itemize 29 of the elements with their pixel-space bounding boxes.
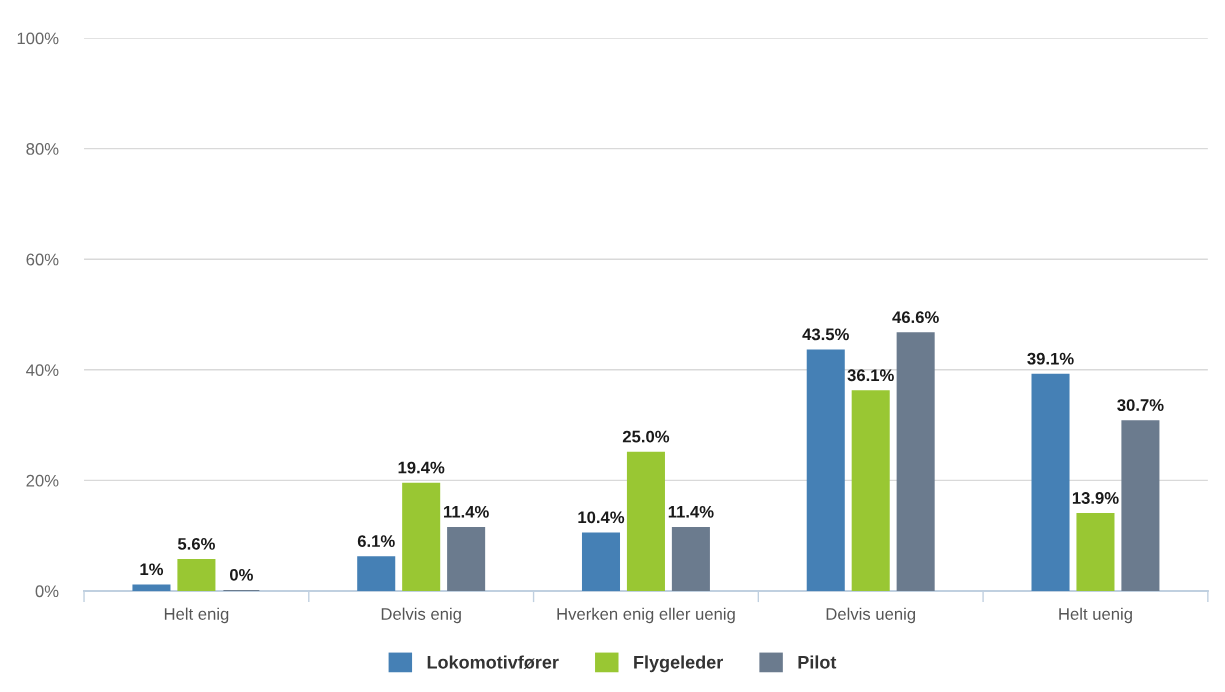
legend-label: Lokomotivfører: [427, 655, 559, 669]
data-label: 13.9%: [1072, 492, 1119, 504]
data-label: 46.6%: [892, 311, 939, 324]
y-tick-label: 0%: [35, 585, 59, 598]
data-label: 5.6%: [177, 537, 215, 550]
data-label: 1%: [140, 563, 164, 576]
data-label: 11.4%: [444, 505, 489, 518]
data-label: 39.1%: [1027, 352, 1074, 365]
x-tick-label: Hverken enig eller uenig: [557, 607, 735, 624]
y-tick-label: 60%: [26, 253, 59, 266]
x-tick-label: Helt uenig: [1059, 607, 1132, 624]
y-tick-label: 100%: [17, 32, 59, 45]
legend-label: Pilot: [798, 655, 837, 669]
y-tick-label: 40%: [26, 364, 59, 377]
data-label: 43.5%: [802, 328, 849, 341]
y-tick-label: 80%: [26, 143, 59, 155]
y-tick-label: 20%: [26, 474, 59, 487]
x-tick-label: Delvis enig: [381, 607, 461, 624]
x-tick-label: Helt enig: [164, 607, 229, 624]
x-tick-label: Delvis uenig: [826, 607, 916, 624]
data-label: 10.4%: [578, 511, 625, 524]
data-label: 30.7%: [1117, 399, 1164, 412]
data-label: 36.1%: [847, 369, 894, 382]
data-label: 0%: [229, 568, 253, 581]
data-label: 11.4%: [668, 505, 714, 518]
legend-label: Flygeleder: [634, 655, 723, 673]
data-label: 6.1%: [357, 535, 395, 547]
data-label: 19.4%: [398, 461, 445, 474]
data-label: 25.0%: [622, 430, 670, 443]
